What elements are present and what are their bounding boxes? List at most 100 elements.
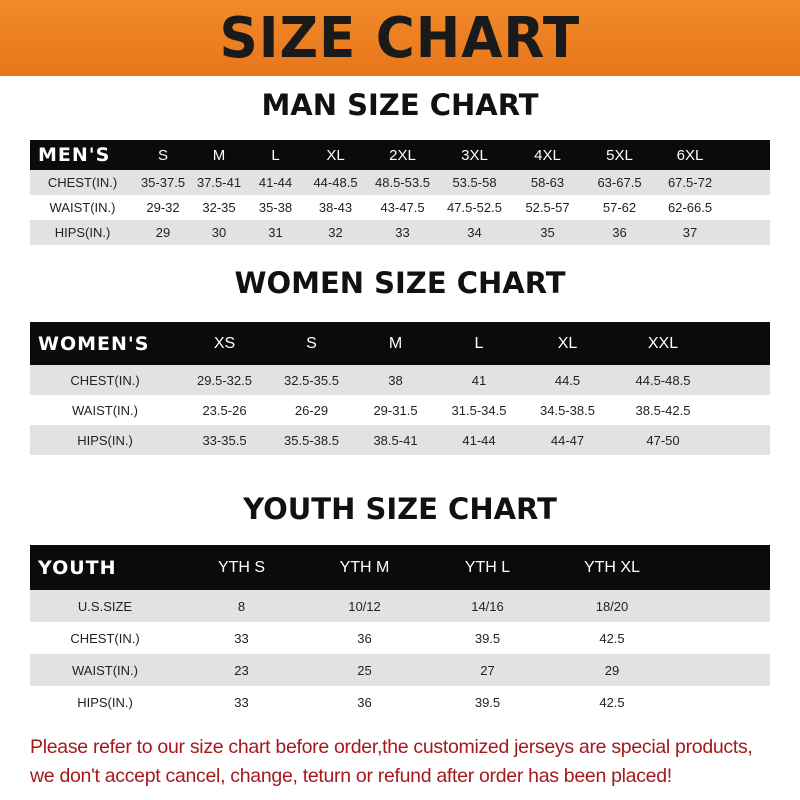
size-value: 63-67.5 xyxy=(597,175,642,190)
measure-label: HIPS(IN.) xyxy=(77,694,133,710)
size-header: XL xyxy=(326,146,345,164)
header-row: YOUTH YTH S YTH M YTH L YTH XL xyxy=(30,545,770,590)
size-value: 32-35 xyxy=(202,200,236,215)
size-value: 34 xyxy=(467,225,482,240)
size-value: 57-62 xyxy=(602,200,637,215)
size-value: 14/16 xyxy=(471,598,504,614)
size-value: 35-37.5 xyxy=(140,175,186,190)
size-value: 39.5 xyxy=(474,694,501,710)
table-label: MEN'S xyxy=(38,144,111,166)
size-header: YTH M xyxy=(339,558,390,576)
size-header: XL xyxy=(557,334,578,352)
table-row: HIPS(IN.) 33-35.5 35.5-38.5 38.5-41 41-44 44-… xyxy=(30,425,770,455)
women-size-table: WOMEN'S XS S M L XL XXL CHEST(IN.) 29.5-32.5 32.5… xyxy=(30,322,770,455)
size-header: 5XL xyxy=(606,146,633,164)
table-row: CHEST(IN.) 35-37.5 37.5-41 41-44 44-48.5 48.5… xyxy=(30,170,770,195)
size-value: 41 xyxy=(471,372,487,388)
size-value: 62-66.5 xyxy=(667,200,713,215)
measure-label: CHEST(IN.) xyxy=(47,175,118,190)
size-header: YTH XL xyxy=(583,558,640,576)
size-value: 33 xyxy=(234,694,249,710)
size-header: L xyxy=(271,146,280,164)
table-label: WOMEN'S xyxy=(38,332,150,355)
size-value: 29-31.5 xyxy=(373,402,418,418)
size-value: 42.5 xyxy=(599,694,625,710)
size-value: 26-29 xyxy=(294,402,329,418)
size-value: 44.5-48.5 xyxy=(635,372,691,388)
size-header: 2XL xyxy=(389,146,416,164)
size-value: 32 xyxy=(328,225,343,240)
size-value: 31 xyxy=(268,225,283,240)
banner-title: SIZE CHART xyxy=(219,5,581,71)
header-row: WOMEN'S XS S M L XL XXL xyxy=(30,322,770,365)
size-header: S xyxy=(157,146,168,164)
size-value: 33 xyxy=(395,225,410,240)
men-title: MAN SIZE CHART xyxy=(261,88,539,122)
size-header: YTH S xyxy=(217,558,266,576)
women-title: WOMEN SIZE CHART xyxy=(234,266,566,300)
size-value: 52.5-57 xyxy=(525,200,570,215)
size-value: 48.5-53.5 xyxy=(375,175,430,190)
size-value: 18/20 xyxy=(595,598,629,614)
table-row: U.S.SIZE 8 10/12 14/16 18/20 xyxy=(30,590,770,622)
size-value: 23 xyxy=(234,662,249,678)
notice-line: Please refer to our size chart before or… xyxy=(30,736,753,758)
size-value: 41-44 xyxy=(258,175,293,190)
header-row: MEN'S S M L XL 2XL 3XL 4XL 5XL 6XL xyxy=(30,140,770,170)
size-value: 36 xyxy=(357,630,372,646)
youth-title: YOUTH SIZE CHART xyxy=(243,492,557,526)
size-value: 25 xyxy=(357,662,372,678)
notice-line: we don't accept cancel, change, teturn o… xyxy=(30,765,672,787)
measure-label: CHEST(IN.) xyxy=(70,630,140,646)
table-row: WAIST(IN.) 29-32 32-35 35-38 38-43 43-47.5 47.… xyxy=(30,195,770,220)
men-size-table: MEN'S S M L XL 2XL 3XL 4XL 5XL 6XL CHEST(IN.) 35-37… xyxy=(30,140,770,245)
size-header: 4XL xyxy=(534,146,561,164)
size-value: 8 xyxy=(237,598,246,614)
table-label: YOUTH xyxy=(38,556,117,579)
size-value: 29.5-32.5 xyxy=(197,372,252,388)
size-value: 32.5-35.5 xyxy=(284,372,339,388)
measure-label: WAIST(IN.) xyxy=(72,662,138,678)
size-value: 38-43 xyxy=(318,200,353,215)
table-row: CHEST(IN.) 29.5-32.5 32.5-35.5 38 41 44.5 44.5… xyxy=(30,365,770,395)
size-value: 67.5-72 xyxy=(667,175,713,190)
banner: SIZE CHART xyxy=(0,0,800,76)
size-header: S xyxy=(306,334,317,352)
size-value: 36 xyxy=(612,225,627,240)
size-value: 36 xyxy=(357,694,372,710)
size-value: 29 xyxy=(155,225,171,240)
size-value: 41-44 xyxy=(462,432,496,448)
size-value: 44-47 xyxy=(550,432,585,448)
table-row: WAIST(IN.) 23.5-26 26-29 29-31.5 31.5-34.5 34… xyxy=(30,395,770,425)
size-value: 53.5-58 xyxy=(452,175,497,190)
measure-label: HIPS(IN.) xyxy=(77,432,133,448)
measure-label: HIPS(IN.) xyxy=(54,225,111,240)
size-header: M xyxy=(388,334,403,352)
size-header: XS xyxy=(213,334,236,352)
size-value: 47.5-52.5 xyxy=(447,200,502,215)
size-value: 23.5-26 xyxy=(202,402,247,418)
size-header: M xyxy=(212,146,226,164)
size-value: 47-50 xyxy=(646,432,680,448)
measure-label: WAIST(IN.) xyxy=(49,200,116,215)
size-value: 42.5 xyxy=(599,630,625,646)
measure-label: CHEST(IN.) xyxy=(70,372,140,388)
table-row: HIPS(IN.) 33 36 39.5 42.5 xyxy=(30,686,770,718)
size-header: L xyxy=(474,334,484,352)
size-value: 43-47.5 xyxy=(380,200,425,215)
size-value: 35-38 xyxy=(258,200,293,215)
order-notice: Please refer to our size chart before or… xyxy=(30,733,800,791)
size-value: 37 xyxy=(682,225,698,240)
size-value: 10/12 xyxy=(348,598,381,614)
measure-label: WAIST(IN.) xyxy=(72,402,138,418)
size-value: 38 xyxy=(388,372,403,388)
size-value: 37.5-41 xyxy=(196,175,242,190)
size-header: 6XL xyxy=(676,146,704,164)
size-value: 27 xyxy=(480,662,495,678)
size-value: 38.5-42.5 xyxy=(635,402,691,418)
size-value: 34.5-38.5 xyxy=(540,402,595,418)
size-value: 33 xyxy=(234,630,249,646)
size-value: 30 xyxy=(211,225,227,240)
table-row: CHEST(IN.) 33 36 39.5 42.5 xyxy=(30,622,770,654)
size-value: 44.5 xyxy=(554,372,581,388)
